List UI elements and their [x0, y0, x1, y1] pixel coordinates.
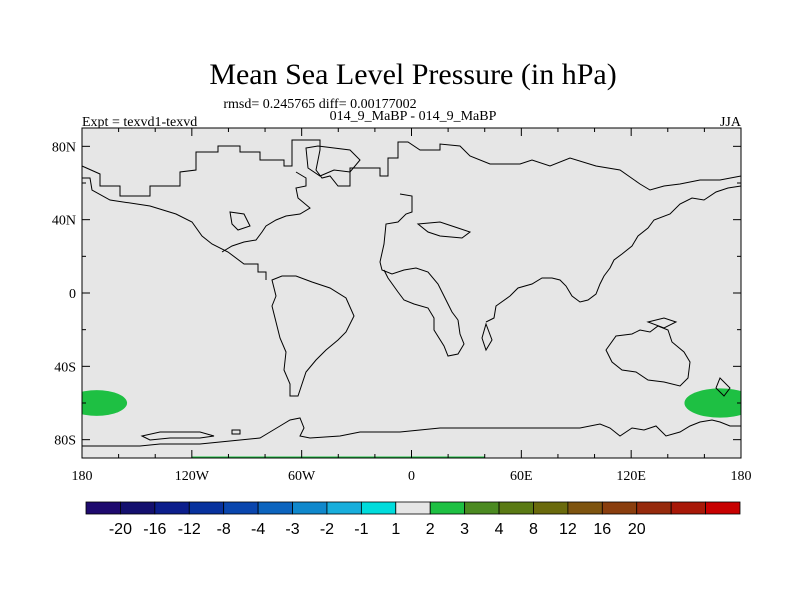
- colorbar-label: 20: [628, 521, 646, 538]
- x-tick-label: 120E: [616, 469, 646, 484]
- y-tick-label: 40S: [54, 360, 76, 375]
- colorbar-box: [533, 501, 569, 515]
- colorbar-label: -8: [217, 521, 231, 538]
- colorbar-label: -1: [354, 521, 368, 538]
- colorbar-box: [567, 501, 603, 515]
- coast-antarctica-weddell: [231, 429, 241, 435]
- coast-eurasia-west: [379, 193, 459, 321]
- x-tick-label: 60E: [510, 469, 533, 484]
- colorbar-box: [395, 501, 431, 515]
- colorbar-box: [498, 501, 534, 515]
- coastlines: [81, 139, 742, 447]
- coast-africa: [383, 269, 465, 357]
- colorbar-box: [85, 501, 121, 515]
- colorbar-label: -3: [285, 521, 299, 538]
- colorbar-label: 4: [495, 521, 504, 538]
- x-axis: 180 120W 60W 0 60E 120E 180: [72, 128, 752, 484]
- season-label: JJA: [720, 115, 742, 130]
- colorbar-box: [188, 501, 225, 515]
- colorbar-box: [429, 501, 466, 515]
- coast-antarctica: [82, 417, 741, 447]
- coast-australia: [605, 325, 691, 387]
- colorbar-label: -16: [143, 521, 166, 538]
- colorbar-box: [636, 501, 672, 515]
- colorbar-box: [360, 501, 397, 515]
- coast-greenland: [305, 145, 361, 177]
- stats-line: rmsd= 0.245765 diff= 0.00177002: [223, 97, 416, 112]
- colorbar-label: 12: [559, 521, 577, 538]
- colorbar-box: [705, 501, 741, 515]
- colorbar: -20 -16 -12 -8 -4 -3 -2 -1 1 2 3 4 8 12 16 20: [85, 501, 741, 538]
- coast-new-guinea: [646, 317, 678, 329]
- colorbar-box: [670, 501, 706, 515]
- coast-caspian: [416, 221, 472, 239]
- coast-north-america-east: [221, 171, 311, 253]
- colorbar-box: [120, 501, 156, 515]
- colorbar-box: [464, 501, 500, 515]
- colorbar-box: [154, 501, 190, 515]
- y-axis: 80N 40N 0 40S 80S: [52, 140, 741, 449]
- colorbar-label: -20: [109, 521, 132, 538]
- colorbar-box: [601, 501, 638, 515]
- x-tick-label: 120W: [175, 469, 210, 484]
- x-tick-label: 180: [72, 469, 93, 484]
- colorbar-label: -12: [178, 521, 201, 538]
- colorbar-label: 8: [529, 521, 538, 538]
- coast-madagascar: [481, 322, 493, 352]
- coast-eurasia-north: [400, 141, 742, 191]
- coast-north-america-west: [82, 177, 267, 280]
- chart-subtitle: 014_9_MaBP - 014_9_MaBP: [330, 109, 497, 124]
- colorbar-box: [292, 501, 328, 515]
- coast-eurasia-east: [485, 185, 742, 323]
- colorbar-box: [223, 501, 259, 515]
- coast-hudson: [229, 211, 251, 231]
- colorbar-label: 2: [426, 521, 435, 538]
- x-tick-label: 60W: [288, 469, 316, 484]
- y-tick-label: 80S: [54, 434, 76, 449]
- colorbar-label: 3: [460, 521, 469, 538]
- x-tick-label: 180: [731, 469, 752, 484]
- chart-title: Mean Sea Level Pressure (in hPa): [209, 58, 616, 91]
- colorbar-label: -4: [251, 521, 265, 538]
- plot-background: [82, 128, 741, 458]
- colorbar-box: [257, 501, 293, 515]
- coast-north-america: [81, 139, 400, 197]
- y-tick-label: 80N: [52, 140, 76, 155]
- colorbar-label: 1: [391, 521, 400, 538]
- experiment-label: Expt = texvd1-texvd: [82, 115, 197, 130]
- coast-south-america: [271, 275, 355, 397]
- y-tick-label: 0: [69, 287, 76, 302]
- anomaly-region-south-pacific-west: [82, 390, 128, 416]
- y-tick-label: 40N: [52, 214, 76, 229]
- coast-new-zealand: [715, 377, 731, 397]
- x-tick-label: 0: [408, 469, 415, 484]
- coast-antarctica-ross: [140, 431, 215, 441]
- colorbar-box: [326, 501, 362, 515]
- anomaly-region-south-pacific-east: [684, 388, 741, 418]
- colorbar-label: 16: [593, 521, 611, 538]
- colorbar-label: -2: [320, 521, 334, 538]
